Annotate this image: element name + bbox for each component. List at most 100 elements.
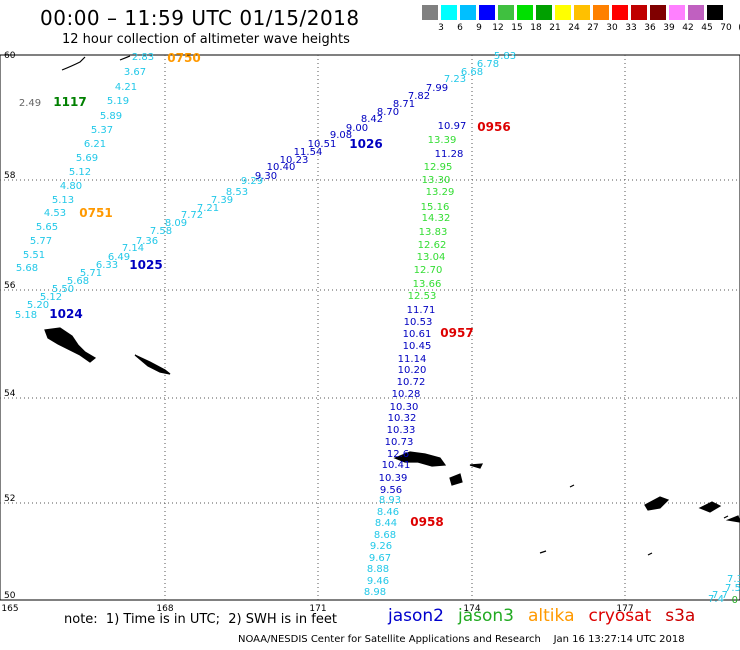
wave-height-value: 13.30 — [422, 175, 451, 186]
wave-height-value: 7.36 — [136, 236, 158, 247]
wave-height-labels: 2.83 3.67 4.21 5.19 5.89 5.37 6.21 5.69 5.12 4.80… — [15, 51, 740, 606]
wave-height-value: 12.95 — [424, 162, 453, 173]
wave-height-value: 10.53 — [404, 317, 433, 328]
wave-height-value: 10.23 — [280, 155, 309, 166]
wave-height-value: 10.41 — [382, 460, 411, 471]
color-scale-label: 15 — [511, 23, 523, 33]
wave-height-value: 7.23 — [444, 74, 466, 85]
wave-height-value: 5.68 — [67, 276, 89, 287]
color-scale-label: 70 — [720, 23, 732, 33]
wave-height-value: 13.04 — [417, 252, 446, 263]
wave-height-value: 5.83 — [494, 51, 516, 62]
color-scale-label: 18 — [530, 23, 542, 33]
legend-s3a: s3a — [665, 606, 696, 626]
credit-line: NOAA/NESDIS Center for Satellite Applica… — [238, 634, 685, 645]
wave-height-value: 10.72 — [397, 377, 426, 388]
wave-height-value: 5.77 — [30, 236, 52, 247]
wave-height-value: 10.39 — [379, 473, 408, 484]
color-scale-label: 36 — [644, 23, 656, 33]
corner-flag: 0 — [732, 595, 738, 606]
wave-height-value: 9.56 — [380, 485, 402, 496]
color-scale-swatch — [479, 5, 495, 20]
color-scale-label: (ft) — [735, 23, 740, 33]
color-scale-swatch — [422, 5, 438, 20]
color-scale-label: 21 — [549, 23, 561, 33]
wave-height-value: 8.71 — [393, 99, 415, 110]
color-scale-swatch — [517, 5, 533, 20]
map-title: 00:00 – 11:59 UTC 01/15/2018 — [40, 6, 360, 30]
color-scale-swatch — [498, 5, 514, 20]
pass-time-label: 0750 — [167, 51, 200, 65]
wave-height-value: 8.44 — [375, 518, 397, 529]
wave-height-value: 13.83 — [419, 227, 448, 238]
color-scale-swatch — [460, 5, 476, 20]
wave-height-value: 6.33 — [96, 260, 118, 271]
wave-height-value: 2.83 — [132, 52, 154, 63]
wave-height-value: 5.18 — [15, 310, 37, 321]
wave-height-value: 5.65 — [36, 222, 58, 233]
color-scale-label: 24 — [568, 23, 580, 33]
wave-height-value: 7.39 — [211, 195, 233, 206]
wave-height-value: 9.46 — [367, 576, 389, 587]
legend-cryosat: cryosat — [588, 606, 652, 626]
color-scale-label: 3 — [438, 23, 444, 33]
wave-height-value: 5.13 — [52, 195, 74, 206]
wave-height-value: 5.50 — [52, 284, 74, 295]
wave-height-value: 7.4 — [708, 594, 724, 605]
pass-time-label: 0956 — [477, 120, 510, 134]
color-scale-label: 42 — [682, 23, 694, 33]
wave-height-value: 6.78 — [477, 59, 499, 70]
longitude-tick-label: 168 — [156, 604, 173, 614]
satellite-legend: jason2 jason3 altika cryosat s3a — [388, 606, 709, 626]
wave-height-value: 5.12 — [69, 167, 91, 178]
wave-height-value: 11.14 — [398, 354, 427, 365]
longitude-tick-label: 171 — [309, 604, 326, 614]
wave-height-value: 9.00 — [346, 123, 368, 134]
wave-height-value: 4.21 — [115, 82, 137, 93]
wave-height-value: 7.14 — [122, 243, 144, 254]
wave-height-value: 12.6 — [387, 449, 409, 460]
wave-height-value: 10.40 — [267, 162, 296, 173]
color-scale-swatch — [574, 5, 590, 20]
color-scale-label: 6 — [457, 23, 463, 33]
wave-height-value: 9.67 — [369, 553, 391, 564]
latitude-tick-label: 52 — [4, 494, 15, 504]
wave-height-value: 9.26 — [370, 541, 392, 552]
map-subtitle: 12 hour collection of altimeter wave hei… — [62, 32, 350, 47]
color-scale-swatch — [650, 5, 666, 20]
wave-height-value: 11.28 — [435, 149, 464, 160]
wave-height-value: 9.29 — [241, 176, 263, 187]
wave-height-value: 5.51 — [23, 250, 45, 261]
wave-height-value: 5.12 — [40, 292, 62, 303]
footer-note: note: 1) Time is in UTC; 2) SWH is in fe… — [64, 612, 337, 627]
color-scale-label: 9 — [476, 23, 482, 33]
wave-height-value: 7.82 — [408, 91, 430, 102]
color-scale-label: 12 — [492, 23, 504, 33]
latitude-tick-label: 50 — [4, 591, 16, 601]
color-scale-label: 33 — [625, 23, 637, 33]
latitude-tick-label: 60 — [4, 51, 16, 61]
wave-height-value: 8.42 — [361, 114, 383, 125]
color-scale-label: 45 — [701, 23, 713, 33]
wave-height-value: 10.45 — [403, 341, 432, 352]
wave-height-value: 7.99 — [426, 83, 448, 94]
wave-height-value: 4.80 — [60, 181, 82, 192]
wave-height-value: 7.7 — [712, 590, 728, 601]
map-frame — [0, 54, 740, 601]
pass-time-label: 0751 — [79, 206, 112, 220]
wave-height-value: 13.39 — [428, 135, 457, 146]
wave-height-value: 12.70 — [414, 265, 443, 276]
wave-height-value: 6.21 — [84, 139, 106, 150]
wave-height-value: 11.54 — [294, 147, 323, 158]
pass-time-label: 1025 — [129, 258, 162, 272]
color-scale-label: 27 — [587, 23, 599, 33]
wave-height-value: 10.73 — [385, 437, 414, 448]
wave-height-value: 7.21 — [197, 203, 219, 214]
color-scale-label: 39 — [663, 23, 675, 33]
wave-height-value: 10.28 — [392, 389, 421, 400]
wave-height-value: 5.89 — [100, 111, 122, 122]
wave-height-value: 10.30 — [390, 402, 419, 413]
wave-height-value: 3.67 — [124, 67, 146, 78]
coastline — [44, 55, 740, 556]
